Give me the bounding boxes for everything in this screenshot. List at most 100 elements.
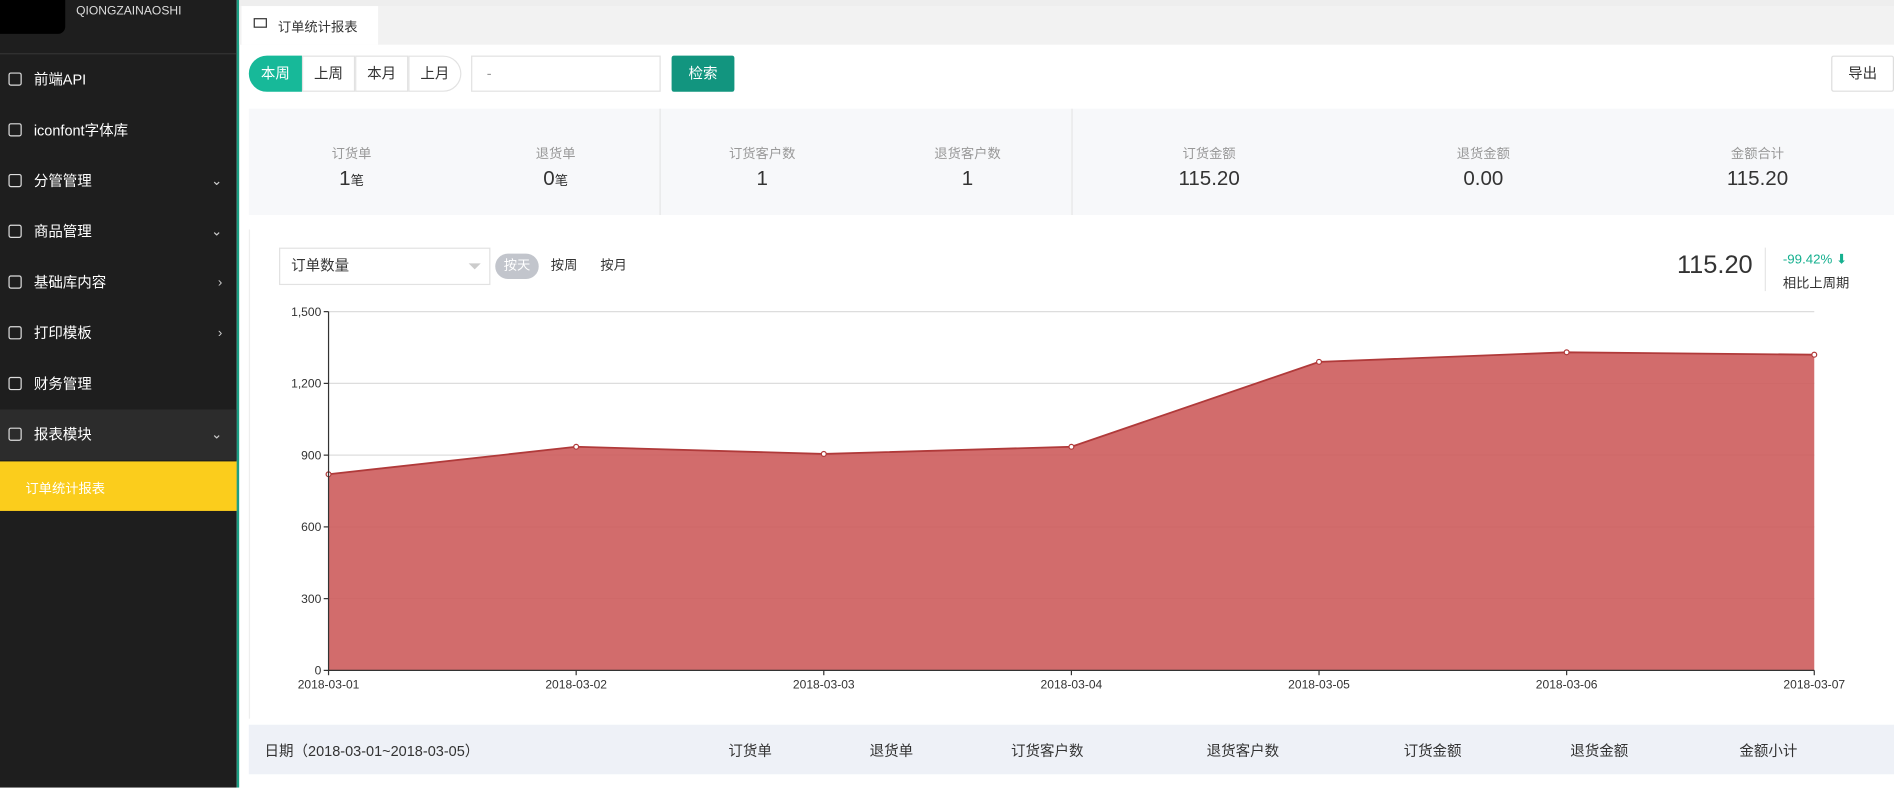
- granularity-button[interactable]: 按月: [600, 258, 627, 273]
- menu-item[interactable]: 前端API: [0, 54, 237, 105]
- menu-item[interactable]: 打印模板 ›: [0, 308, 237, 359]
- menu-label[interactable]: 前端API: [33, 71, 87, 89]
- active-item[interactable]: 订单统计报表: [0, 461, 237, 511]
- stat-label: 订货金额: [1182, 147, 1236, 162]
- stat-number: 1: [339, 166, 351, 190]
- area: [328, 352, 1815, 671]
- search-button[interactable]: 检索: [671, 55, 735, 92]
- point: [1563, 349, 1570, 356]
- stat-label: 退货金额: [1456, 147, 1510, 162]
- menu-item[interactable]: 商品管理 ⌄: [0, 207, 237, 258]
- side-border: [236, 0, 240, 788]
- logo: [0, 0, 66, 34]
- table-header-cell: 订货单: [728, 742, 772, 760]
- menu-item[interactable]: 基础库内容 ›: [0, 257, 237, 308]
- total-divider: [1764, 247, 1766, 292]
- menu-label[interactable]: 打印模板: [33, 324, 92, 342]
- top-strip: [239, 0, 1894, 7]
- stat-number: 0: [543, 166, 555, 190]
- menu-icon: [8, 72, 22, 86]
- stat-unit: 笔: [554, 173, 568, 189]
- stat-unit: 笔: [350, 173, 364, 189]
- change: -99.42% ⬇: [1782, 252, 1848, 267]
- menu-icon: [8, 224, 22, 238]
- table-header-cell: 订货金额: [1403, 742, 1462, 760]
- tab-bar: [239, 6, 1894, 45]
- menu-arrow: ⌄: [211, 173, 223, 189]
- menu-label[interactable]: iconfont字体库: [33, 121, 129, 139]
- stat-value: 0.00: [1463, 167, 1503, 191]
- stat-label: 退货客户数: [934, 147, 1001, 162]
- metric-select[interactable]: 订单数量: [279, 247, 491, 286]
- stat-value: 115.20: [1727, 167, 1788, 191]
- point: [573, 443, 580, 450]
- menu-icon: [8, 326, 22, 340]
- tab[interactable]: 订单统计报表: [241, 6, 379, 45]
- menu-label[interactable]: 基础库内容: [33, 274, 107, 292]
- point: [1068, 443, 1075, 450]
- table-header-cell: 退货单: [869, 742, 914, 760]
- stat-number: 115.20: [1726, 166, 1789, 190]
- change-label: 相比上周期: [1782, 276, 1850, 292]
- select-caret: [468, 263, 481, 275]
- x-tick-label: 2018-03-04: [1041, 678, 1103, 692]
- y-tick-label: 0: [315, 664, 322, 678]
- stat-value: 1笔: [339, 167, 364, 191]
- table-header-cell: 金额小计: [1739, 742, 1798, 760]
- export-button[interactable]: 导出: [1831, 55, 1894, 92]
- tab-label[interactable]: 订单统计报表: [277, 20, 358, 36]
- stat-number: 115.20: [1178, 166, 1240, 190]
- table-header-cell: 日期（2018-03-01~2018-03-05）: [264, 742, 480, 760]
- menu-label[interactable]: 分管管理: [33, 172, 92, 190]
- stat-number: 0.00: [1463, 166, 1504, 190]
- menu-label[interactable]: 商品管理: [33, 223, 92, 241]
- tab-icon: [253, 18, 267, 28]
- menu-item[interactable]: 报表模块 ⌄: [0, 409, 237, 461]
- x-tick-label: 2018-03-07: [1783, 678, 1845, 692]
- x-tick-label: 2018-03-05: [1288, 678, 1350, 692]
- date-input[interactable]: -: [471, 55, 661, 92]
- menu-arrow: ⌄: [211, 427, 223, 443]
- y-tick-label: 300: [301, 592, 321, 606]
- menu-label[interactable]: 财务管理: [33, 375, 92, 393]
- menu-label[interactable]: 报表模块: [33, 426, 92, 444]
- period-button[interactable]: 本月: [355, 55, 409, 92]
- x-tick-label: 2018-03-03: [793, 678, 855, 692]
- stat-value: 1: [756, 167, 767, 191]
- y-tick-label: 600: [301, 520, 321, 534]
- point: [1316, 358, 1323, 365]
- stat-value: 0笔: [543, 167, 568, 191]
- table-header-cell: 退货金额: [1570, 742, 1629, 760]
- point: [1811, 351, 1818, 358]
- y-tick-label: 900: [301, 448, 321, 462]
- table-header-cell: 订货客户数: [1011, 742, 1084, 760]
- granularity-button[interactable]: 按天: [495, 253, 539, 280]
- menu-icon: [8, 275, 22, 289]
- point: [820, 450, 827, 457]
- period-button[interactable]: 本周: [248, 55, 302, 92]
- menu-item[interactable]: 财务管理: [0, 359, 237, 410]
- menu-arrow: ⌄: [211, 224, 223, 240]
- stats-divider: [659, 108, 661, 216]
- menu-icon: [8, 376, 22, 391]
- period-button[interactable]: 上月: [408, 55, 462, 92]
- menu-icon: [8, 427, 22, 441]
- x-tick-label: 2018-03-02: [545, 678, 607, 692]
- sidebar: QIONGZAINAOSHI 订单统计报表 前端API iconfont字体库 分管…: [0, 0, 237, 788]
- menu-item[interactable]: iconfont字体库: [0, 105, 237, 156]
- chart-panel: [248, 229, 1894, 719]
- menu-item[interactable]: 分管管理 ⌄: [0, 156, 237, 207]
- period-button[interactable]: 上周: [301, 55, 356, 92]
- granularity-button[interactable]: 按周: [550, 258, 578, 273]
- brand: QIONGZAINAOSHI: [76, 4, 182, 19]
- menu-icon: [8, 173, 22, 188]
- y-tick-label: 1,200: [291, 377, 321, 391]
- divider: [0, 53, 237, 55]
- stat-value: 115.20: [1178, 167, 1239, 191]
- stat-number: 1: [756, 166, 768, 190]
- active-label[interactable]: 订单统计报表: [25, 481, 106, 497]
- x-tick-label: 2018-03-01: [298, 678, 360, 692]
